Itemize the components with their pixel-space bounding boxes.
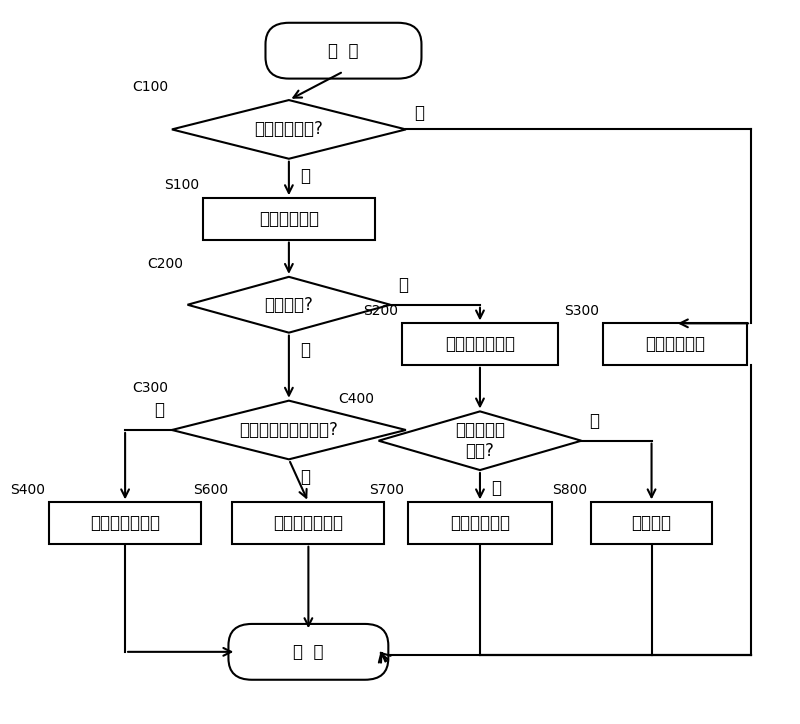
Text: 防熄火起动控制: 防熄火起动控制: [445, 335, 515, 353]
FancyBboxPatch shape: [603, 324, 747, 365]
Text: 是: 是: [301, 341, 310, 359]
Text: 自动停机控制: 自动停机控制: [645, 335, 705, 353]
Text: 起动成功?: 起动成功?: [265, 295, 314, 313]
FancyBboxPatch shape: [266, 22, 422, 79]
Text: S700: S700: [369, 482, 404, 497]
Text: C400: C400: [338, 392, 374, 405]
Polygon shape: [172, 400, 406, 459]
Text: 后续运行模式: 后续运行模式: [450, 514, 510, 532]
Text: C300: C300: [132, 381, 168, 395]
Text: S200: S200: [363, 303, 398, 318]
FancyBboxPatch shape: [203, 198, 374, 240]
Polygon shape: [172, 100, 406, 159]
FancyBboxPatch shape: [232, 502, 385, 544]
Text: C100: C100: [132, 80, 168, 94]
FancyBboxPatch shape: [229, 624, 388, 680]
Text: S100: S100: [164, 178, 199, 193]
Polygon shape: [378, 411, 582, 470]
Text: 否: 否: [398, 276, 408, 294]
Text: 是: 是: [301, 167, 310, 185]
Text: 否: 否: [154, 401, 164, 419]
Text: S800: S800: [552, 482, 587, 497]
Text: 符合起动条件?: 符合起动条件?: [254, 120, 323, 138]
Polygon shape: [187, 277, 390, 332]
Text: 故障控制: 故障控制: [631, 514, 671, 532]
Text: 符合电爬行起动模式?: 符合电爬行起动模式?: [239, 421, 338, 439]
Text: 进行起动控制: 进行起动控制: [259, 210, 319, 228]
Text: 电爬行起动控制: 电爬行起动控制: [274, 514, 343, 532]
Text: 高转速起动控制: 高转速起动控制: [90, 514, 160, 532]
Text: 开  始: 开 始: [328, 42, 358, 59]
Text: S300: S300: [564, 303, 599, 318]
FancyBboxPatch shape: [408, 502, 552, 544]
Text: 是: 是: [492, 479, 502, 497]
Text: C200: C200: [147, 257, 183, 271]
Text: 是: 是: [301, 468, 310, 486]
Text: 结  束: 结 束: [293, 643, 324, 661]
Text: S600: S600: [194, 482, 229, 497]
Text: S400: S400: [10, 482, 45, 497]
FancyBboxPatch shape: [402, 324, 558, 365]
FancyBboxPatch shape: [49, 502, 201, 544]
Text: 否: 否: [414, 104, 424, 122]
Text: 防熄火起动
成功?: 防熄火起动 成功?: [455, 421, 505, 460]
FancyBboxPatch shape: [591, 502, 712, 544]
Text: 否: 否: [589, 412, 599, 430]
